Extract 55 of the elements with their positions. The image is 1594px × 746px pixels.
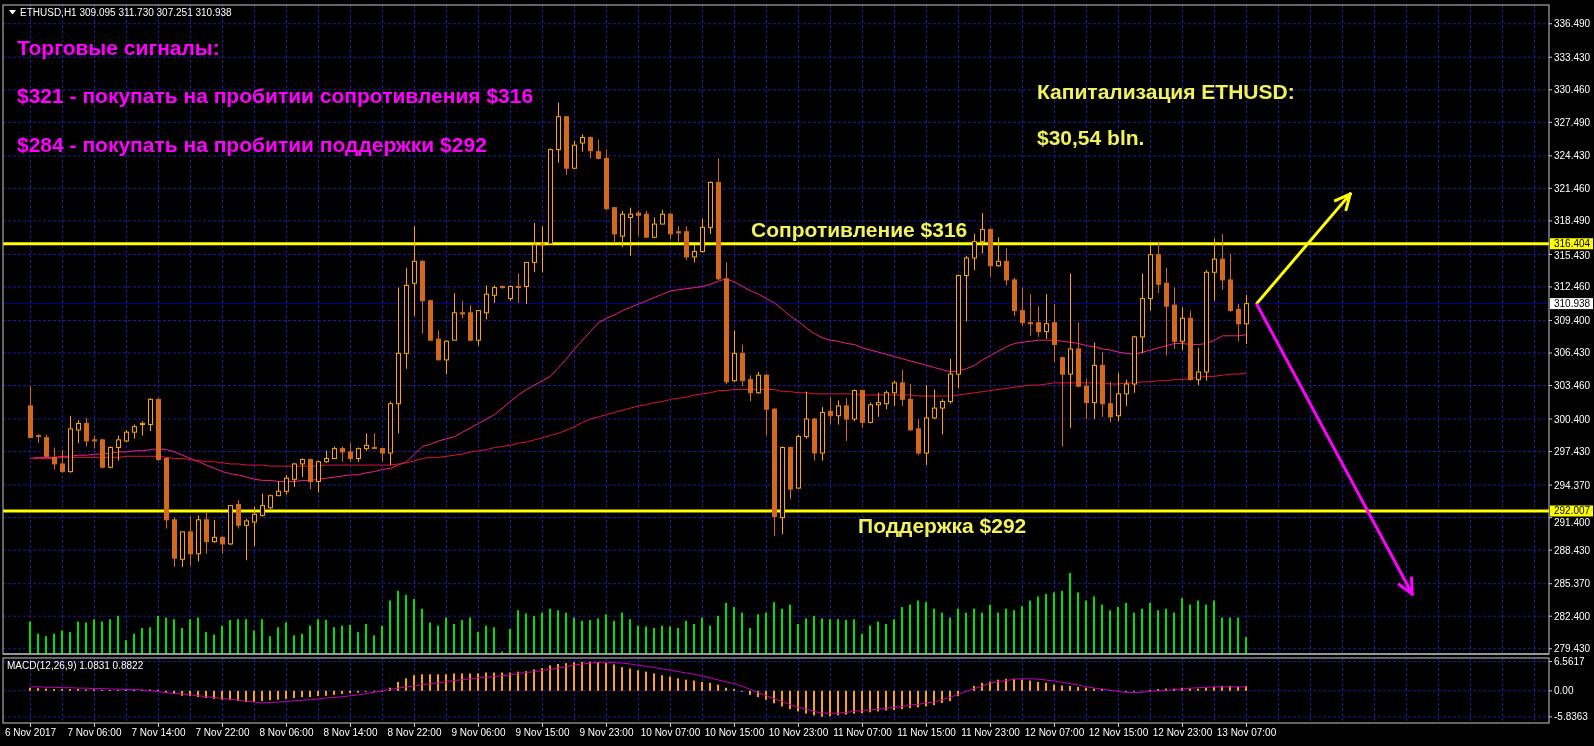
chart-title: ETHUSD,H1 309.095 311.730 307.251 310.938 bbox=[20, 7, 233, 18]
x-tick-label: 9 Nov 23:00 bbox=[579, 727, 634, 738]
y-tick-label: 321.460 bbox=[1554, 182, 1591, 194]
y-tick-label: 288.430 bbox=[1554, 544, 1591, 556]
y-tick-label: 279.430 bbox=[1554, 643, 1591, 655]
annotation: $321 - покупать на пробитии сопротивления $316 bbox=[17, 84, 534, 107]
y-tick-label: 330.460 bbox=[1554, 84, 1591, 96]
y-tick-label: 282.400 bbox=[1554, 610, 1591, 622]
y-tick-label: 297.430 bbox=[1554, 446, 1591, 458]
y-tick-label: 315.430 bbox=[1554, 249, 1591, 261]
x-tick-label: 10 Nov 15:00 bbox=[704, 727, 765, 738]
x-tick-label: 7 Nov 06:00 bbox=[67, 727, 122, 738]
y-tick-label: 285.370 bbox=[1554, 578, 1591, 590]
y-tick-label: 318.490 bbox=[1554, 215, 1591, 227]
chart-title: MACD(12,26,9) 1.0831 0.8822 bbox=[7, 660, 144, 671]
x-tick-label: 8 Nov 06:00 bbox=[259, 727, 314, 738]
annotation: $30,54 bln. bbox=[1037, 126, 1145, 149]
x-tick-label: 7 Nov 22:00 bbox=[195, 727, 250, 738]
x-tick-label: 10 Nov 23:00 bbox=[768, 727, 829, 738]
y-tick-label: 327.490 bbox=[1554, 116, 1591, 128]
x-tick-label: 13 Nov 07:00 bbox=[1216, 727, 1277, 738]
x-tick-label: 11 Nov 07:00 bbox=[833, 727, 893, 738]
annotation: $284 - покупать на пробитии поддержки $292 bbox=[17, 133, 487, 156]
annotation: Поддержка $292 bbox=[858, 513, 1027, 537]
ref-line-label: 316.404 bbox=[1554, 238, 1591, 250]
y-tick-label: 294.370 bbox=[1554, 479, 1591, 491]
y-tick-label: 291.400 bbox=[1554, 516, 1591, 528]
y-tick-label: 303.460 bbox=[1554, 380, 1591, 392]
y-tick-label: 324.430 bbox=[1554, 150, 1591, 162]
x-tick-label: 6 Nov 2017 bbox=[4, 727, 57, 738]
ref-line-label: 310.938 bbox=[1554, 298, 1591, 310]
x-tick-label: 11 Nov 15:00 bbox=[897, 727, 957, 738]
y-tick-label: 312.460 bbox=[1554, 281, 1591, 293]
y-tick-label: 0.00 bbox=[1554, 685, 1574, 697]
x-tick-label: 8 Nov 14:00 bbox=[323, 727, 378, 738]
x-tick-label: 11 Nov 23:00 bbox=[961, 727, 1021, 738]
x-tick-label: 10 Nov 07:00 bbox=[640, 727, 701, 738]
x-tick-label: 7 Nov 14:00 bbox=[131, 727, 186, 738]
x-tick-label: 12 Nov 23:00 bbox=[1152, 727, 1213, 738]
annotation: Сопротивление $316 bbox=[751, 217, 968, 241]
annotation: Торговые сигналы: bbox=[17, 36, 220, 59]
y-tick-label: 336.490 bbox=[1554, 18, 1591, 30]
y-tick-label: 309.400 bbox=[1554, 314, 1591, 326]
x-tick-label: 8 Nov 22:00 bbox=[387, 727, 442, 738]
x-tick-label: 9 Nov 06:00 bbox=[451, 727, 506, 738]
annotation: Капитализация ETHUSD: bbox=[1037, 80, 1295, 103]
y-tick-label: 306.430 bbox=[1554, 347, 1591, 359]
y-tick-label: 333.430 bbox=[1554, 51, 1591, 63]
y-tick-label: -5.8363 bbox=[1554, 711, 1589, 723]
x-tick-label: 12 Nov 07:00 bbox=[1024, 727, 1085, 738]
x-tick-label: 9 Nov 15:00 bbox=[515, 727, 570, 738]
y-tick-label: 6.5617 bbox=[1554, 656, 1586, 668]
x-tick-label: 12 Nov 15:00 bbox=[1088, 727, 1149, 738]
ref-line-label: 292.007 bbox=[1554, 505, 1591, 517]
y-tick-label: 300.400 bbox=[1554, 413, 1591, 425]
